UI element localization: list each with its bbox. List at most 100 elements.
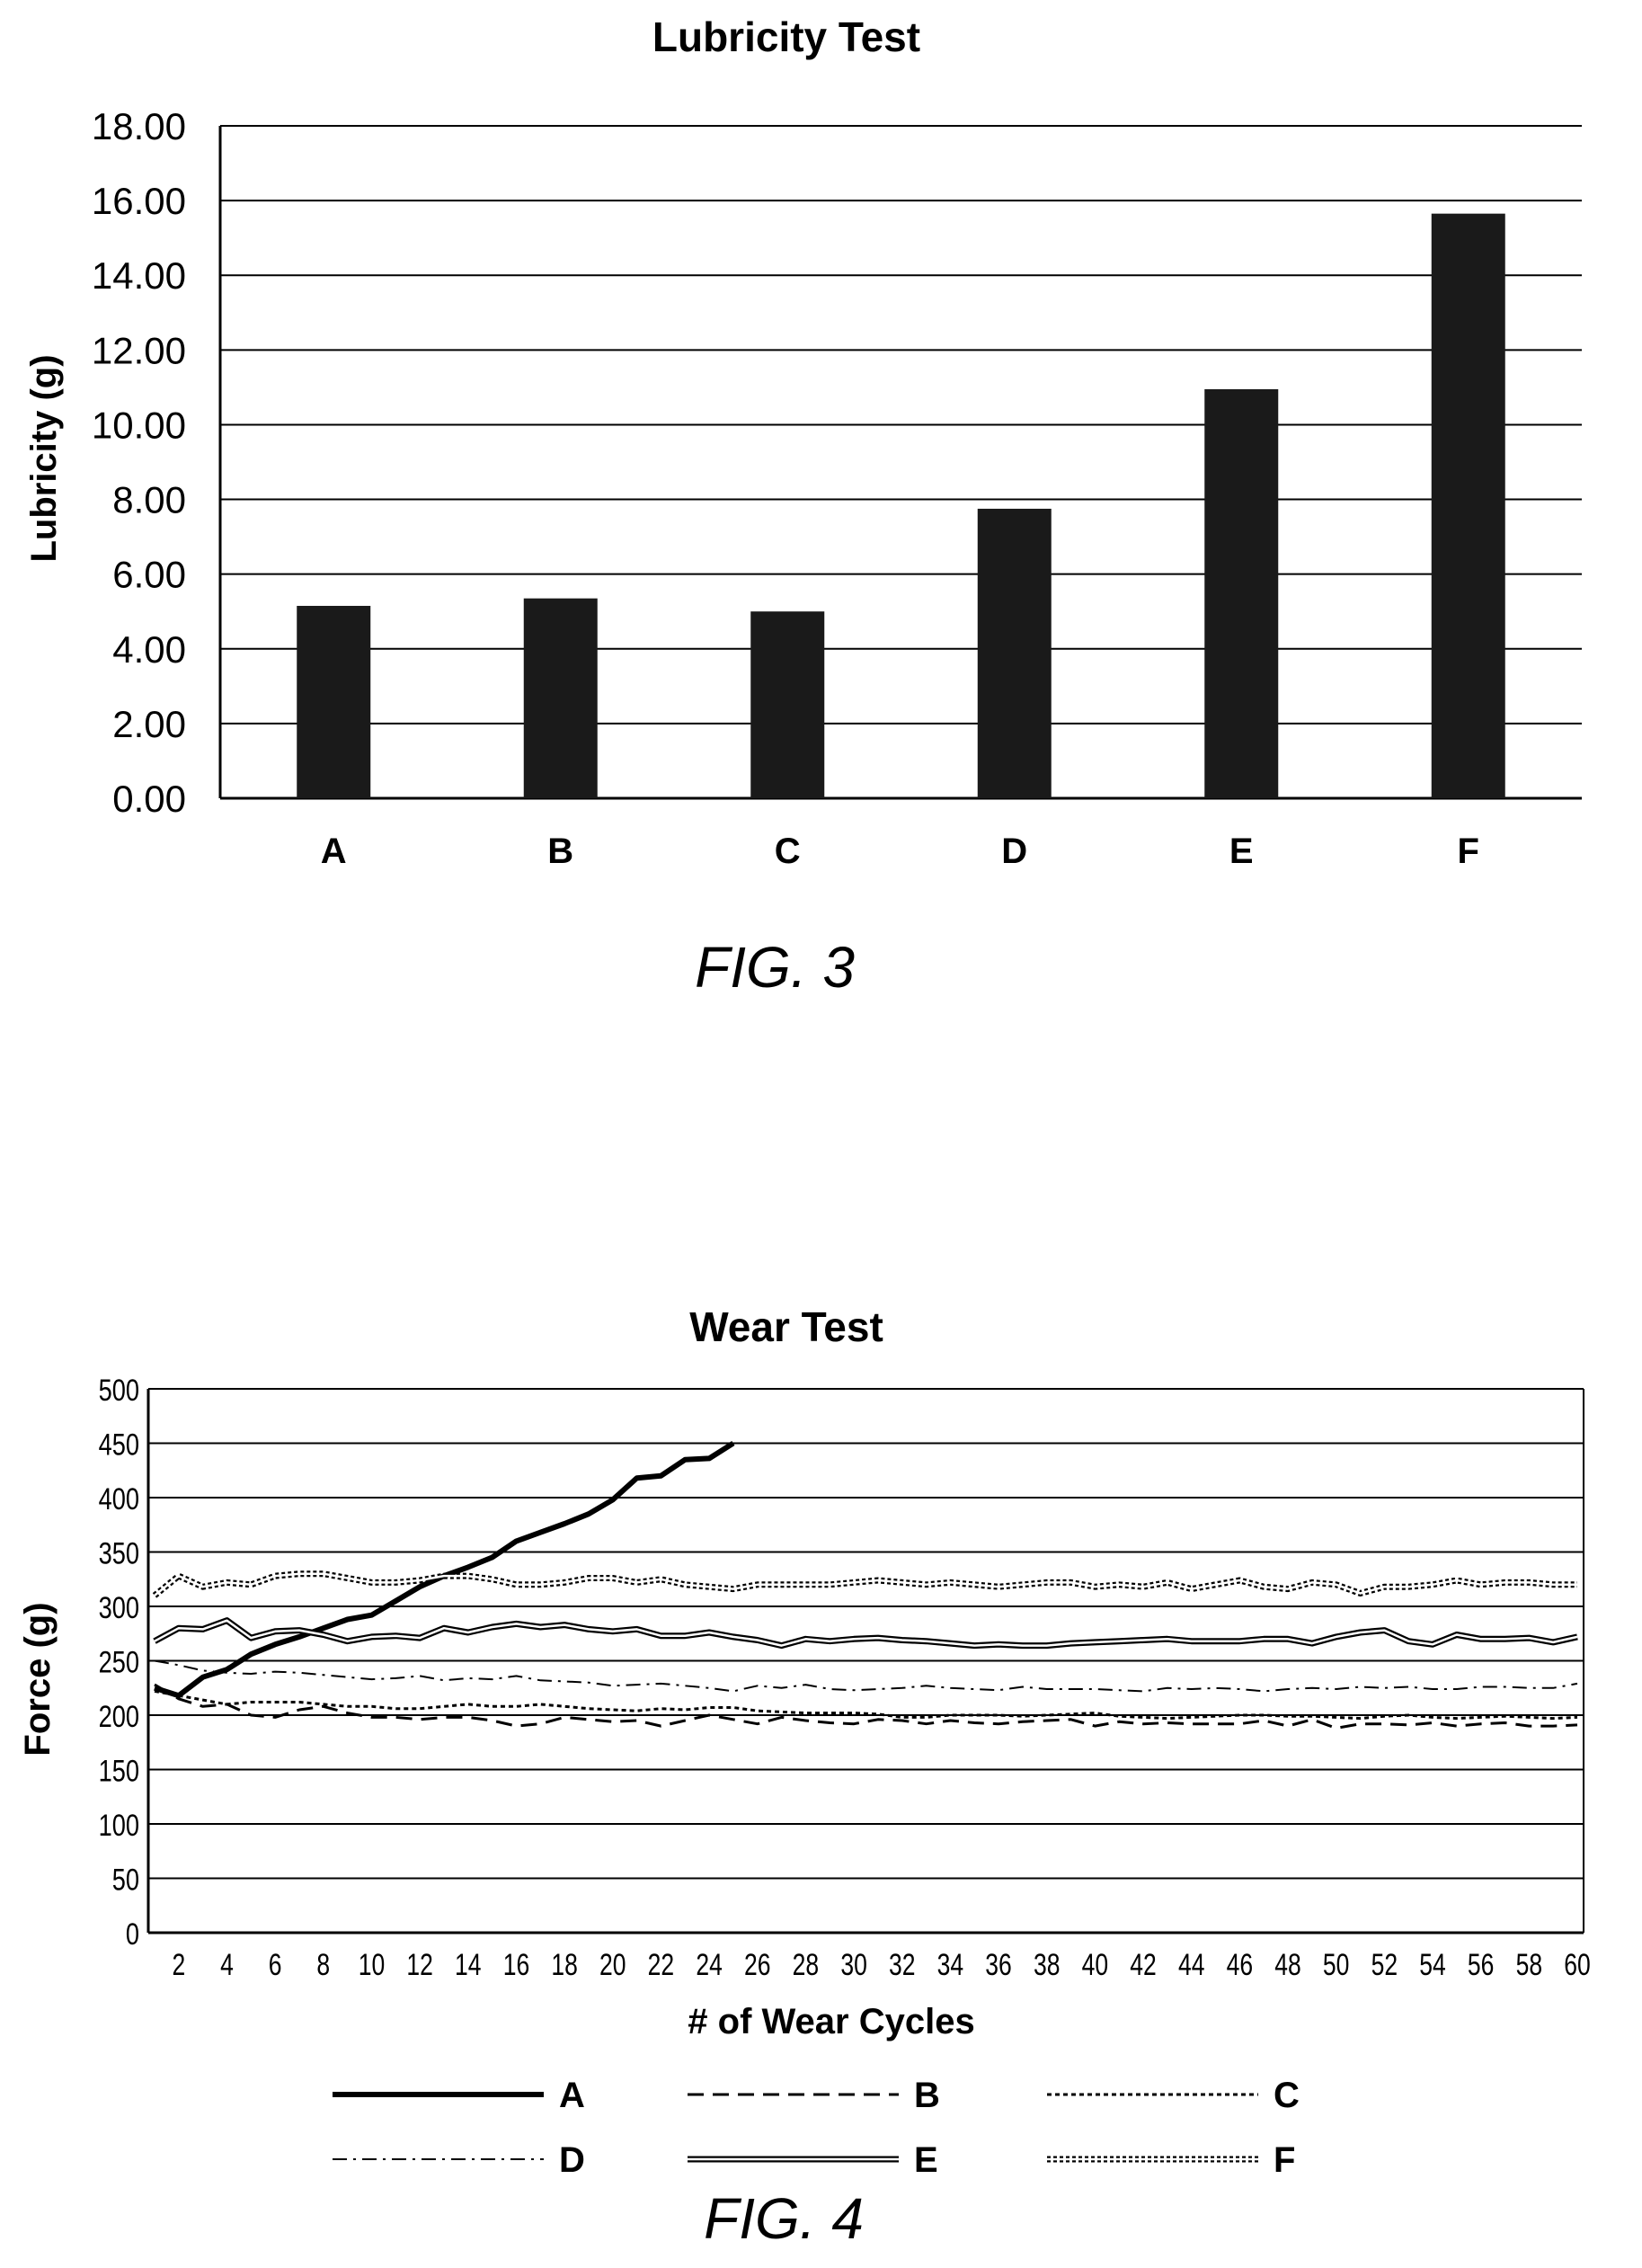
wear-series-c <box>154 1689 1578 1721</box>
lubricity-x-tick-label: C <box>775 832 801 871</box>
wear-y-tick-label: 100 <box>99 1808 139 1843</box>
wear-y-tick-label: 150 <box>99 1754 139 1789</box>
wear-x-tick-label: 6 <box>269 1948 282 1982</box>
wear-x-tick-label: 22 <box>648 1948 675 1982</box>
wear-legend: A B C D E F <box>333 2076 1300 2180</box>
wear-x-tick-label: 4 <box>220 1948 234 1982</box>
lubricity-y-tick-label: 10.00 <box>92 404 186 446</box>
legend-item-d: D <box>333 2140 585 2180</box>
wear-x-tick-label: 14 <box>455 1948 482 1982</box>
legend-label-d: D <box>559 2140 585 2180</box>
wear-y-tick-label: 0 <box>126 1917 139 1952</box>
wear-y-tick-label: 400 <box>99 1481 139 1516</box>
wear-x-tick-label: 44 <box>1178 1948 1205 1982</box>
lubricity-bar-b <box>523 598 598 798</box>
wear-y-tick-label: 450 <box>99 1428 139 1463</box>
wear-series-a <box>154 1440 735 1699</box>
wear-x-tick-label: 40 <box>1082 1948 1109 1982</box>
lubricity-x-tick-label: D <box>1001 832 1027 871</box>
lubricity-x-tick-label: A <box>321 832 347 871</box>
wear-line-d <box>154 1659 1578 1693</box>
wear-x-tick-label: 52 <box>1371 1948 1398 1982</box>
wear-y-tick-label: 200 <box>99 1699 139 1734</box>
lubricity-y-tick-label: 8.00 <box>112 479 186 521</box>
wear-y-tick-label: 500 <box>99 1373 139 1408</box>
wear-y-tick-label: 300 <box>99 1590 139 1625</box>
wear-gridlines <box>146 1388 1584 1934</box>
wear-x-tick-label: 54 <box>1419 1948 1446 1982</box>
wear-x-axis-label: # of Wear Cycles <box>688 2002 974 2041</box>
wear-chart-title: Wear Test <box>689 1303 883 1350</box>
lubricity-bars <box>297 213 1505 799</box>
wear-chart: Wear Test Force (g) 05010015020025030035… <box>18 1303 1591 2251</box>
wear-x-tick-label: 32 <box>889 1948 916 1982</box>
legend-item-a: A <box>333 2076 585 2115</box>
legend-item-c: C <box>1047 2076 1300 2115</box>
legend-item-e: E <box>688 2140 938 2180</box>
lubricity-y-tick-label: 4.00 <box>112 628 186 671</box>
lubricity-y-tick-label: 6.00 <box>112 554 186 596</box>
wear-x-tick-label: 2 <box>172 1948 185 1982</box>
wear-x-tick-label: 42 <box>1130 1948 1157 1982</box>
wear-x-tick-label: 58 <box>1516 1948 1543 1982</box>
lubricity-y-tick-label: 14.00 <box>92 254 186 297</box>
legend-label-e: E <box>914 2140 938 2180</box>
lubricity-y-tick-label: 2.00 <box>112 703 186 745</box>
wear-line-b <box>154 1683 1578 1730</box>
wear-x-tick-label: 60 <box>1564 1948 1591 1982</box>
lubricity-bar-c <box>750 611 825 798</box>
wear-x-tick-label: 38 <box>1034 1948 1061 1982</box>
legend-label-a: A <box>559 2076 585 2115</box>
wear-x-tick-label: 28 <box>793 1948 820 1982</box>
wear-line-c <box>154 1689 1578 1721</box>
legend-label-b: B <box>914 2076 940 2115</box>
wear-x-tick-label: 20 <box>599 1948 626 1982</box>
wear-y-axis-label: Force (g) <box>18 1602 58 1756</box>
lubricity-y-axis-label: Lubricity (g) <box>24 354 64 562</box>
wear-line-a <box>154 1440 735 1699</box>
lubricity-y-tick-label: 0.00 <box>112 778 186 820</box>
wear-series-lines <box>152 1440 1578 1730</box>
wear-x-tick-label: 30 <box>840 1948 867 1982</box>
lubricity-y-ticks: 0.00 2.00 4.00 6.00 8.00 10.00 12.00 14.00 16.00… <box>92 105 186 820</box>
lubricity-x-tick-label: B <box>547 832 573 871</box>
wear-line-f <box>154 1572 1577 1596</box>
lubricity-x-ticks: A B C D E F <box>321 832 1479 871</box>
wear-x-tick-label: 10 <box>359 1948 386 1982</box>
figure-3-caption: FIG. 3 <box>695 935 855 1000</box>
figure-4-caption: FIG. 4 <box>704 2186 864 2251</box>
lubricity-bar-d <box>977 508 1052 798</box>
wear-x-tick-label: 48 <box>1274 1948 1301 1982</box>
lubricity-x-tick-label: E <box>1229 832 1254 871</box>
lubricity-x-tick-label: F <box>1458 832 1479 871</box>
wear-y-tick-label: 250 <box>99 1645 139 1680</box>
lubricity-bar-f <box>1431 213 1505 799</box>
lubricity-y-tick-label: 18.00 <box>92 105 186 147</box>
wear-x-tick-label: 8 <box>316 1948 330 1982</box>
wear-x-tick-label: 46 <box>1227 1948 1254 1982</box>
wear-series-d <box>154 1659 1578 1693</box>
wear-y-tick-label: 350 <box>99 1536 139 1571</box>
wear-x-tick-label: 56 <box>1468 1948 1495 1982</box>
lubricity-chart: Lubricity Test Lubricity (g) 0.00 2.00 4.0… <box>24 13 1582 1000</box>
legend-label-c: C <box>1274 2076 1300 2115</box>
lubricity-bar-a <box>297 605 371 798</box>
legend-item-f: F <box>1047 2140 1295 2180</box>
wear-x-tick-label: 50 <box>1323 1948 1350 1982</box>
wear-x-tick-label: 36 <box>985 1948 1012 1982</box>
wear-line-e <box>154 1619 1578 1647</box>
wear-series-b <box>154 1683 1578 1730</box>
lubricity-chart-title: Lubricity Test <box>652 13 920 60</box>
wear-x-tick-label: 18 <box>551 1948 578 1982</box>
legend-label-f: F <box>1274 2140 1295 2180</box>
legend-item-b: B <box>688 2076 940 2115</box>
wear-x-tick-label: 34 <box>937 1948 964 1982</box>
wear-series-f <box>152 1570 1577 1598</box>
wear-y-tick-label: 50 <box>112 1863 139 1898</box>
wear-x-tick-label: 12 <box>406 1948 433 1982</box>
wear-y-ticks: 0 50 100 150 200 250 300 350 400 450 500 <box>99 1373 139 1952</box>
wear-x-tick-label: 16 <box>503 1948 530 1982</box>
lubricity-y-tick-label: 16.00 <box>92 180 186 222</box>
wear-series-e <box>153 1617 1578 1650</box>
